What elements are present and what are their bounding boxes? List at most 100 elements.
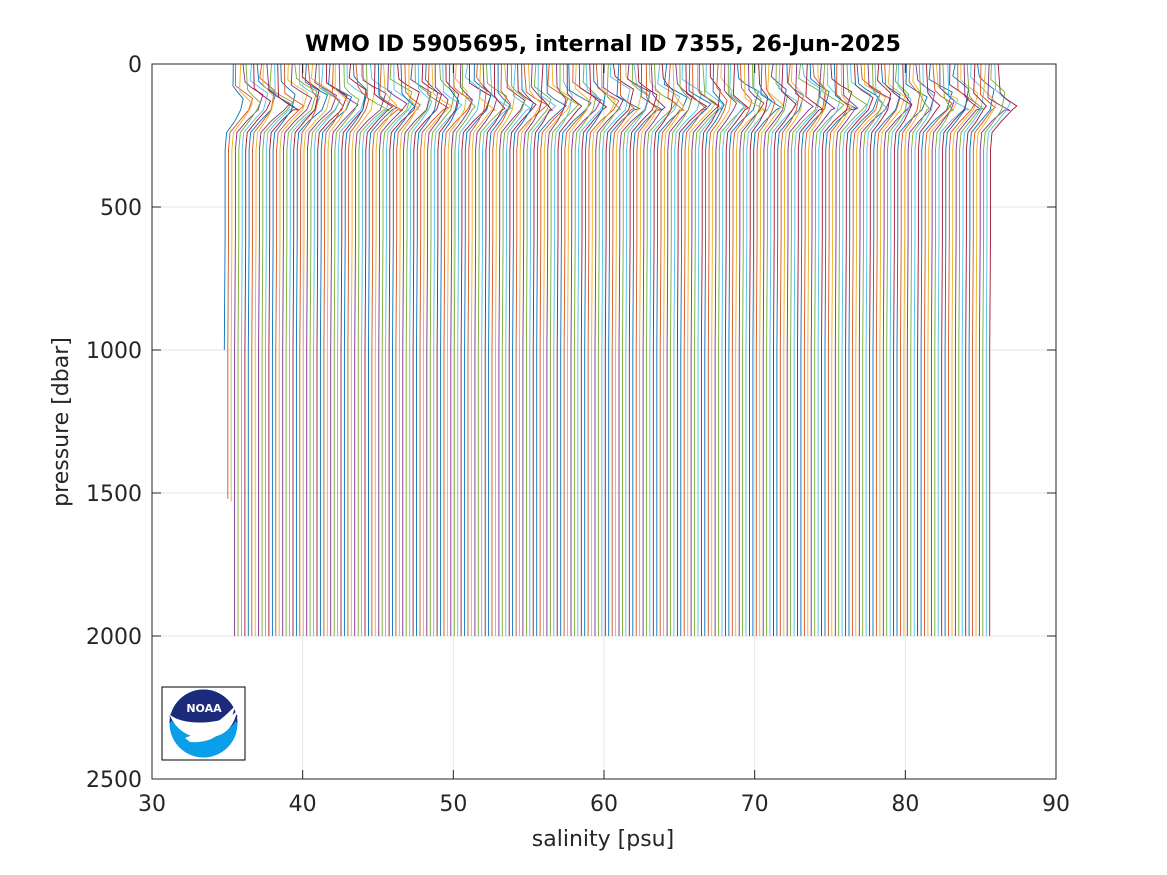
profile-line (546, 63, 567, 636)
profile-line (893, 63, 913, 636)
profile-line (786, 63, 814, 636)
profile-line (721, 63, 745, 636)
profile-line (470, 63, 497, 636)
profile-line (560, 63, 592, 636)
profile-line (903, 63, 923, 636)
y-tick-label: 2500 (86, 768, 142, 793)
profile-line (924, 63, 953, 636)
profile-line (357, 63, 390, 636)
profile-line (247, 63, 277, 636)
profile-line (690, 63, 720, 636)
profile-line (412, 63, 443, 636)
profile-line (889, 63, 912, 636)
profile-line (711, 63, 733, 636)
profile-line (234, 63, 264, 636)
profile-line (285, 63, 318, 636)
x-tick-label: 40 (289, 792, 317, 817)
profile-line (797, 63, 825, 636)
profile-line (388, 63, 420, 636)
profile-line (295, 63, 329, 636)
y-tick-label: 1500 (86, 482, 142, 507)
profile-line (666, 63, 693, 636)
profile-line (707, 63, 728, 636)
profile-line (347, 63, 370, 636)
profile-line (597, 63, 622, 636)
profile-line (333, 63, 360, 636)
noaa-logo-icon: NOAA (161, 686, 246, 761)
profile-line (594, 63, 624, 636)
profile-line (920, 63, 953, 636)
profile-line (906, 63, 936, 636)
profile-line (958, 63, 984, 636)
profile-line (779, 63, 800, 636)
profile-line (570, 63, 602, 636)
profile-line (567, 63, 591, 636)
profile-line (251, 63, 275, 636)
profile-line (261, 63, 294, 636)
profile-line (622, 63, 651, 636)
profile-line (834, 63, 859, 636)
profile-line (378, 63, 408, 636)
profile-line (464, 63, 492, 636)
profile-line (525, 63, 552, 636)
profile-line (978, 63, 1011, 636)
profile-line (913, 63, 935, 636)
profile-line (635, 63, 661, 636)
profile-line (817, 63, 842, 636)
profile-line (361, 63, 393, 636)
profile-line (237, 63, 261, 636)
profile-line (354, 63, 387, 636)
profile-line (735, 63, 768, 636)
profile-line (659, 63, 686, 636)
profile-line (443, 63, 473, 636)
logo-wave-tail (185, 706, 235, 743)
profile-line (416, 63, 439, 636)
profile-line (374, 63, 398, 636)
x-tick-labels: 30 40 50 60 70 80 90 (138, 792, 1070, 817)
profile-line (258, 63, 291, 636)
profile-line (831, 63, 854, 636)
profile-line (292, 63, 320, 636)
profile-line (519, 63, 542, 636)
profile-line (714, 63, 738, 636)
profile-line (409, 63, 433, 636)
profile-line (862, 63, 884, 636)
profile-line (649, 63, 681, 636)
profile-line (577, 63, 606, 636)
profile-line (536, 63, 567, 636)
profile-line (440, 63, 460, 636)
profile-line (773, 63, 797, 636)
profile-line (460, 64, 492, 636)
profile-line (724, 63, 750, 636)
x-tick-label: 80 (891, 792, 919, 817)
profile-line (851, 63, 881, 636)
profile-line (505, 63, 532, 636)
profile-line (457, 63, 482, 636)
y-tick-label: 0 (128, 53, 142, 78)
profile-line (426, 63, 449, 636)
x-tick-label: 60 (590, 792, 618, 817)
profile-line (663, 63, 685, 636)
profile-line (398, 63, 420, 636)
profile-line (278, 63, 309, 636)
profile-line (628, 63, 658, 636)
profile-line (687, 63, 717, 636)
profile-line (340, 63, 368, 636)
profile-line (580, 63, 608, 636)
x-tick-label: 50 (439, 792, 467, 817)
profile-line (241, 63, 269, 636)
profile-line (900, 63, 921, 636)
profile-line (508, 63, 537, 636)
profile-line (522, 63, 543, 636)
profile-line (495, 63, 516, 636)
profile-line (910, 63, 930, 636)
profile-line (803, 63, 827, 636)
profile-line (601, 63, 631, 636)
profile-line (223, 63, 244, 351)
profile-line (718, 64, 748, 636)
profile-line (670, 63, 692, 636)
profile-line (824, 63, 858, 636)
profile-line (446, 63, 468, 636)
chart-title: WMO ID 5905695, internal ID 7355, 26-Jun… (305, 32, 901, 57)
